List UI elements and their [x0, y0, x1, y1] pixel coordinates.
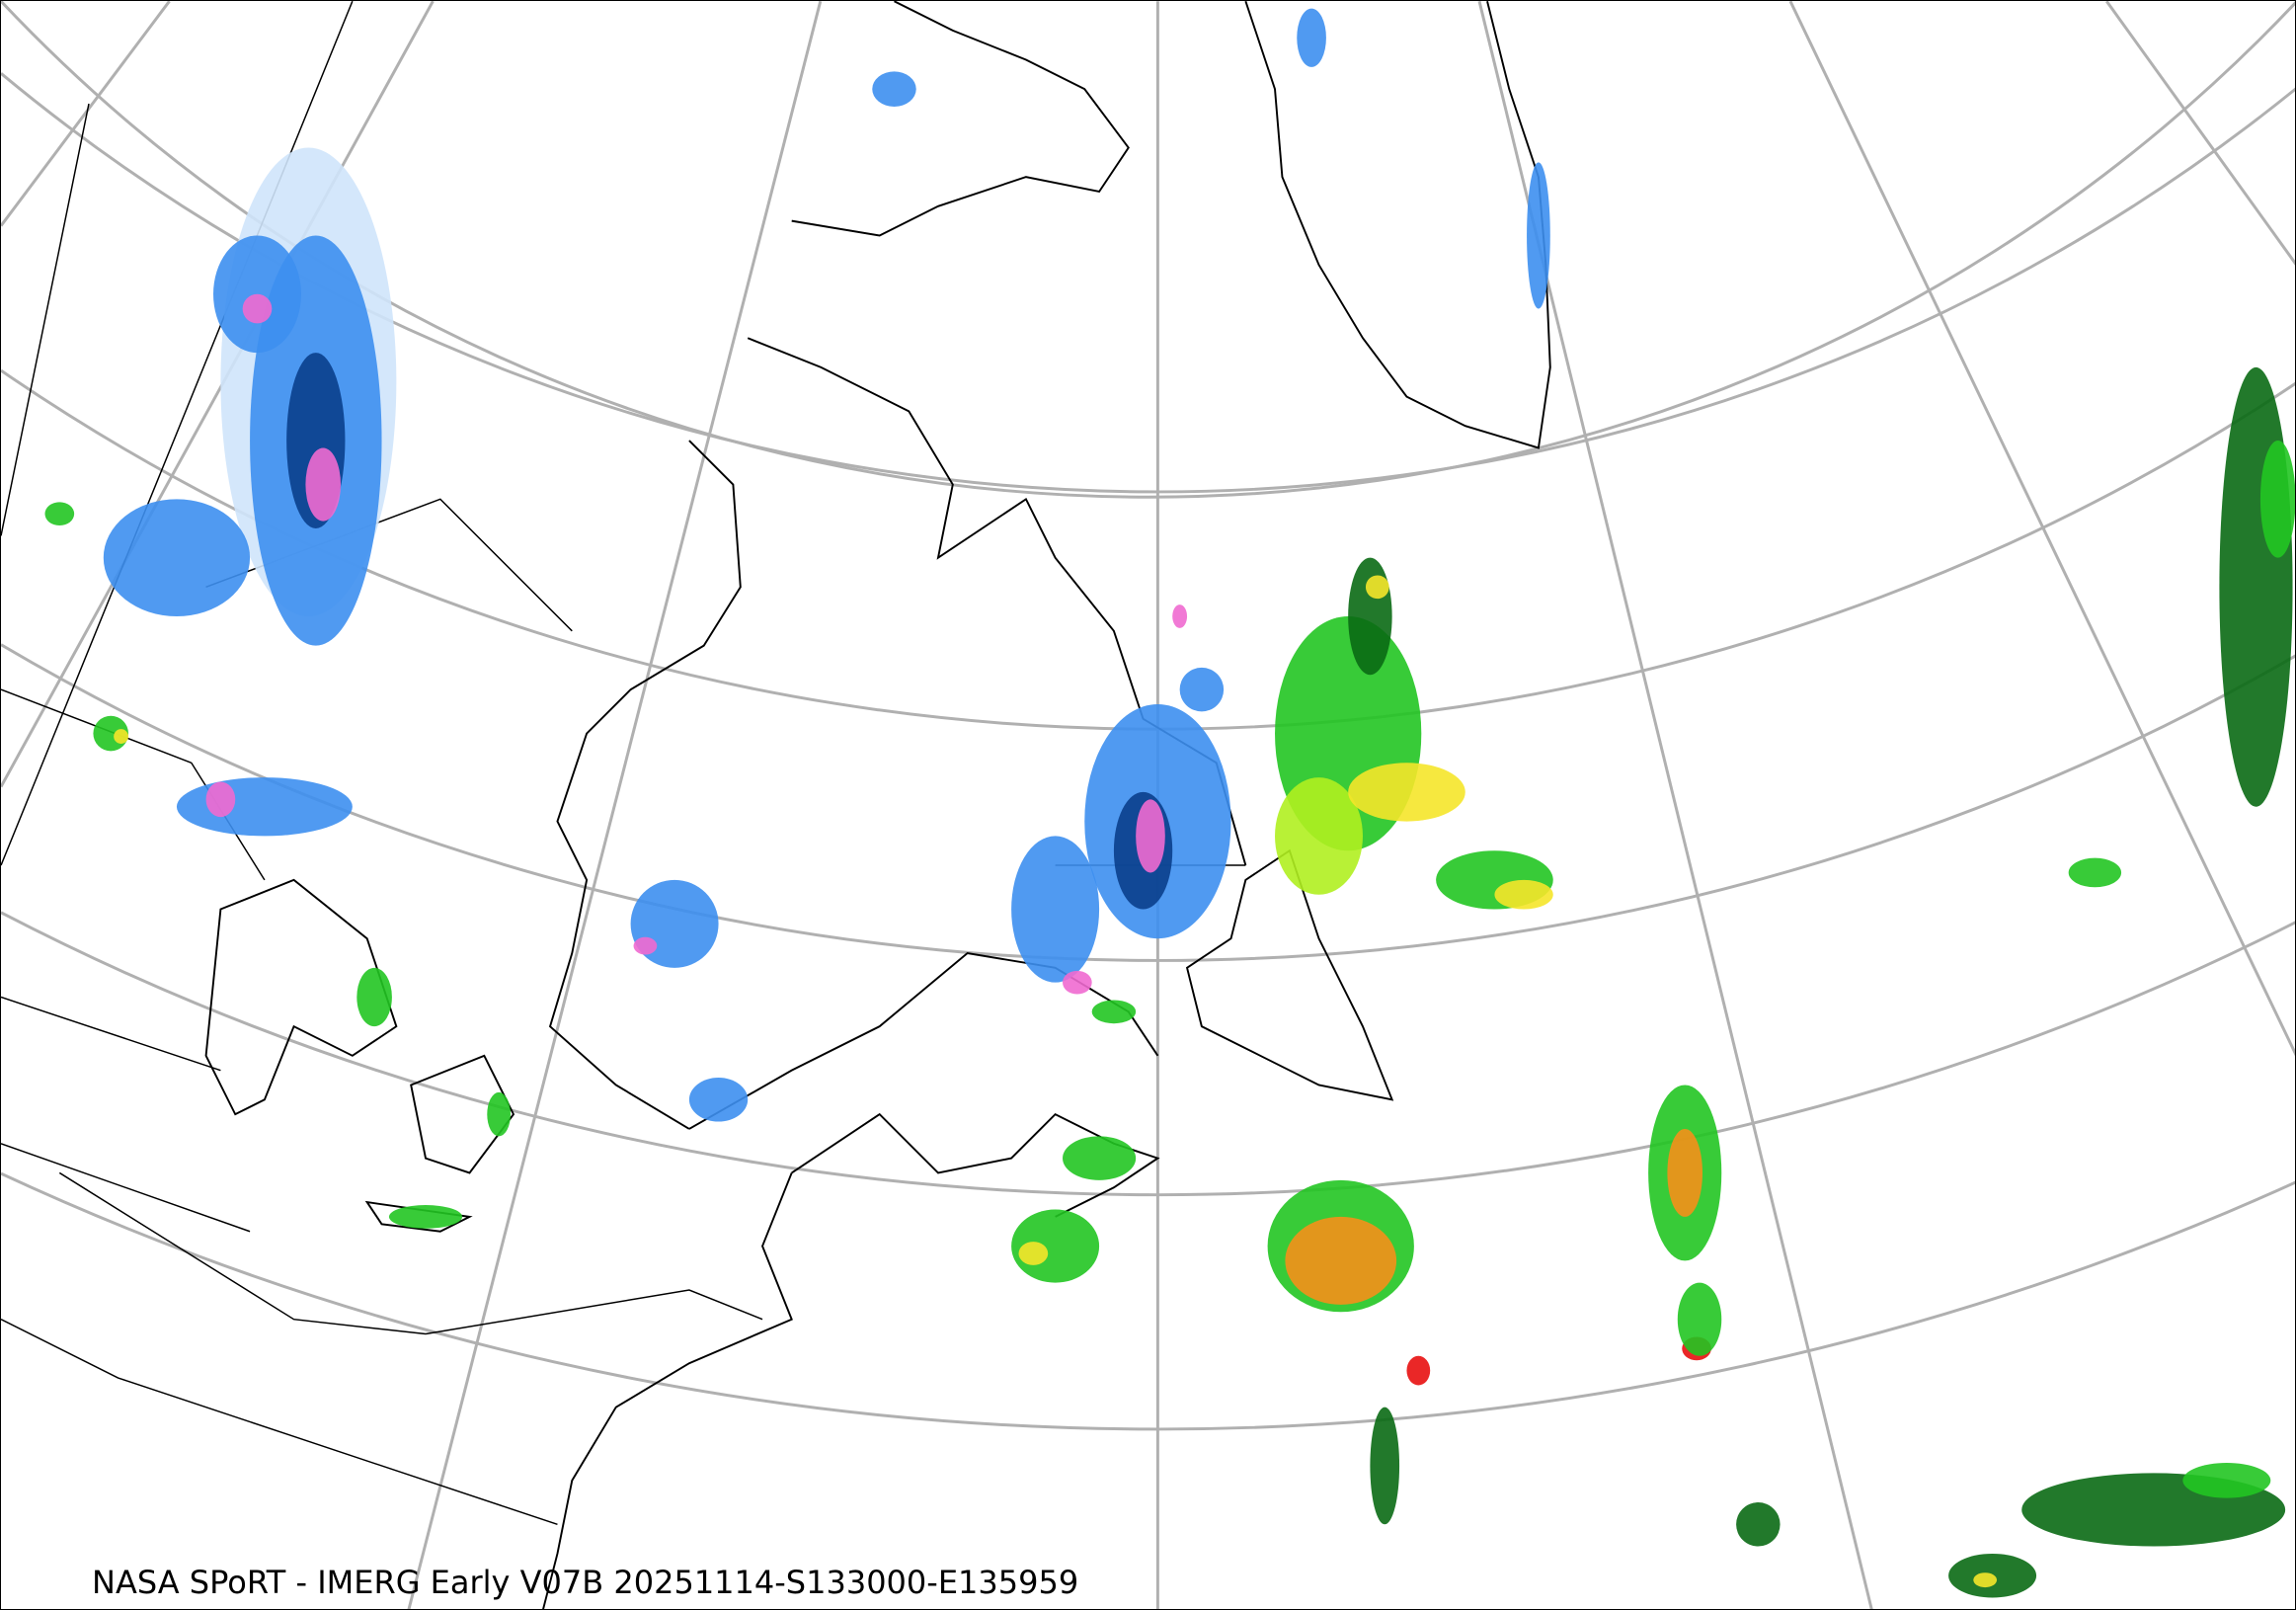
great-lakes [204, 878, 515, 1233]
precip-patch [2182, 1463, 2271, 1498]
precip-patch [1091, 1000, 1137, 1024]
longitude-line [407, 1, 823, 1609]
precip-patch [305, 447, 342, 522]
precip-patch [114, 729, 129, 744]
province-border-1 [1, 1, 1246, 881]
greenland-coast [1244, 1, 1551, 449]
precip-patch [1667, 1128, 1702, 1217]
precip-patch [242, 293, 273, 324]
precip-patch [1136, 799, 1165, 873]
precip-patch [1370, 1407, 1400, 1525]
precip-patch [44, 502, 75, 526]
latitude-line [1, 1171, 2295, 1431]
precip-patch [1179, 667, 1225, 712]
precip-patch [1973, 1572, 1998, 1588]
precip-patch [1348, 557, 1392, 676]
precip-patch [1736, 1502, 1781, 1547]
precip-patch [1018, 1242, 1049, 1265]
precip-patch [1527, 162, 1550, 309]
precip-patch [2219, 366, 2293, 807]
precip-patch [872, 71, 916, 107]
precip-patch [1365, 575, 1389, 600]
precip-patch [2068, 857, 2122, 888]
precip-patch [487, 1091, 512, 1137]
map-caption: NASA SPoRT - IMERG Early V07B 20251114-S… [92, 1564, 1079, 1601]
precipitation-overlay [44, 8, 2295, 1598]
precip-patch [1677, 1282, 1722, 1356]
precip-patch [205, 781, 236, 818]
precip-patch [1063, 970, 1092, 995]
precip-patch [2259, 441, 2295, 558]
precip-patch [1172, 604, 1188, 628]
precip-patch [1297, 8, 1326, 67]
maritimes-coast [791, 1112, 1160, 1218]
state-borders [1, 996, 763, 1526]
baffin-island-coast [791, 1, 1130, 237]
precip-patch [1011, 836, 1100, 983]
precip-patch [1285, 1216, 1397, 1305]
precip-patch [1275, 777, 1363, 895]
precip-patch [633, 936, 658, 955]
hudson-bay-coast [548, 440, 742, 1130]
latitude-line [1, 911, 2295, 1197]
precip-patch [103, 499, 251, 616]
precip-patch [688, 1078, 749, 1122]
precip-patch [1406, 1355, 1431, 1386]
precip-patch [1348, 763, 1465, 822]
precip-patch [356, 967, 392, 1027]
precip-patch [1063, 1136, 1137, 1180]
us-east-coast [542, 1172, 793, 1609]
longitude-line [1, 1, 171, 227]
longitude-line [1788, 1, 2295, 1057]
longitude-line [2105, 1, 2295, 266]
precip-patch [630, 879, 719, 968]
precip-patch [388, 1205, 463, 1229]
precip-patch [1494, 879, 1553, 910]
newfoundland-coast [1185, 848, 1394, 1101]
longitude-line [1, 1, 435, 788]
precip-patch [176, 777, 353, 837]
